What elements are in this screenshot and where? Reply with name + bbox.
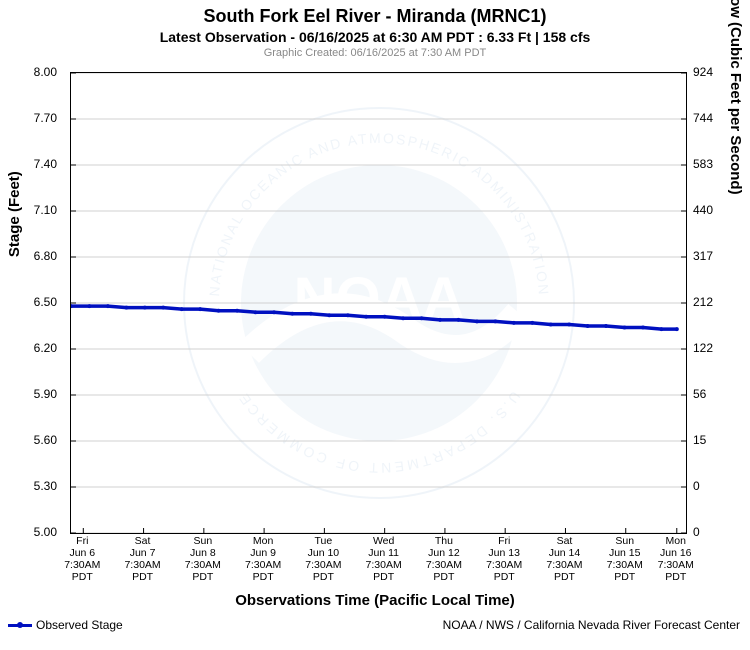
- x-tick-label: ThuJun 127:30AMPDT: [419, 535, 469, 583]
- noaa-watermark-icon: NOAA NATIONAL OCEANIC AND ATMOSPHERIC AD…: [169, 93, 589, 513]
- x-axis-label: Observations Time (Pacific Local Time): [0, 592, 750, 609]
- y-left-tick-label: 5.90: [34, 387, 57, 401]
- y-right-ticks: 001556122212317440583744924: [685, 72, 745, 532]
- y-right-tick-label: 122: [693, 341, 713, 355]
- y-right-tick-label: 317: [693, 249, 713, 263]
- y-left-tick-label: 5.60: [34, 433, 57, 447]
- svg-text:NOAA: NOAA: [293, 266, 464, 331]
- y-left-tick-label: 6.80: [34, 249, 57, 263]
- y-left-tick-label: 5.30: [34, 479, 57, 493]
- y-left-tick-label: 7.10: [34, 203, 57, 217]
- x-tick-label: TueJun 107:30AMPDT: [298, 535, 348, 583]
- y-left-tick-label: 7.70: [34, 111, 57, 125]
- chart-title: South Fork Eel River - Miranda (MRNC1): [0, 6, 750, 27]
- y-left-tick-label: 7.40: [34, 157, 57, 171]
- y-left-tick-label: 5.00: [34, 525, 57, 539]
- gridlines: [71, 73, 686, 533]
- svg-text:NATIONAL OCEANIC AND ATMOSPHER: NATIONAL OCEANIC AND ATMOSPHERIC ADMINIS…: [206, 130, 552, 297]
- x-tick-label: SatJun 77:30AMPDT: [118, 535, 168, 583]
- created-timestamp: Graphic Created: 06/16/2025 at 7:30 AM P…: [0, 47, 750, 59]
- plot-area: NOAA NATIONAL OCEANIC AND ATMOSPHERIC AD…: [70, 72, 687, 534]
- x-tick-label: SatJun 147:30AMPDT: [539, 535, 589, 583]
- observed-stage-series: [71, 73, 686, 533]
- chart-subtitle: Latest Observation - 06/16/2025 at 6:30 …: [0, 29, 750, 45]
- chart-container: South Fork Eel River - Miranda (MRNC1) L…: [0, 0, 750, 650]
- y-right-tick-label: 583: [693, 157, 713, 171]
- y-right-tick-label: 744: [693, 111, 713, 125]
- x-tick-label: FriJun 67:30AMPDT: [57, 535, 107, 583]
- y-right-tick-label: 212: [693, 295, 713, 309]
- y-left-tick-label: 6.20: [34, 341, 57, 355]
- x-tick-label: SunJun 87:30AMPDT: [178, 535, 228, 583]
- footer-attribution: NOAA / NWS / California Nevada River For…: [443, 618, 740, 632]
- y-left-tick-label: 6.50: [34, 295, 57, 309]
- x-tick-label: MonJun 97:30AMPDT: [238, 535, 288, 583]
- x-tick-label: SunJun 157:30AMPDT: [600, 535, 650, 583]
- x-tick-label: FriJun 137:30AMPDT: [479, 535, 529, 583]
- legend: Observed Stage: [8, 618, 123, 632]
- y-left-tick-label: 8.00: [34, 65, 57, 79]
- title-block: South Fork Eel River - Miranda (MRNC1) L…: [0, 0, 750, 59]
- y-left-ticks: 5.005.305.605.906.206.506.807.107.407.70…: [0, 72, 65, 532]
- legend-label: Observed Stage: [36, 618, 123, 632]
- y-right-tick-label: 15: [693, 433, 706, 447]
- x-tick-label: WedJun 117:30AMPDT: [359, 535, 409, 583]
- svg-text:U.S. DEPARTMENT OF COMMERCE: U.S. DEPARTMENT OF COMMERCE: [234, 389, 524, 476]
- y-right-tick-label: 440: [693, 203, 713, 217]
- y-right-tick-label: 56: [693, 387, 706, 401]
- x-tick-label: MonJun 167:30AMPDT: [651, 535, 701, 583]
- y-right-tick-label: 924: [693, 65, 713, 79]
- x-ticks: FriJun 67:30AMPDTSatJun 77:30AMPDTSunJun…: [70, 535, 685, 595]
- y-right-tick-label: 0: [693, 479, 700, 493]
- legend-marker-icon: [8, 624, 32, 627]
